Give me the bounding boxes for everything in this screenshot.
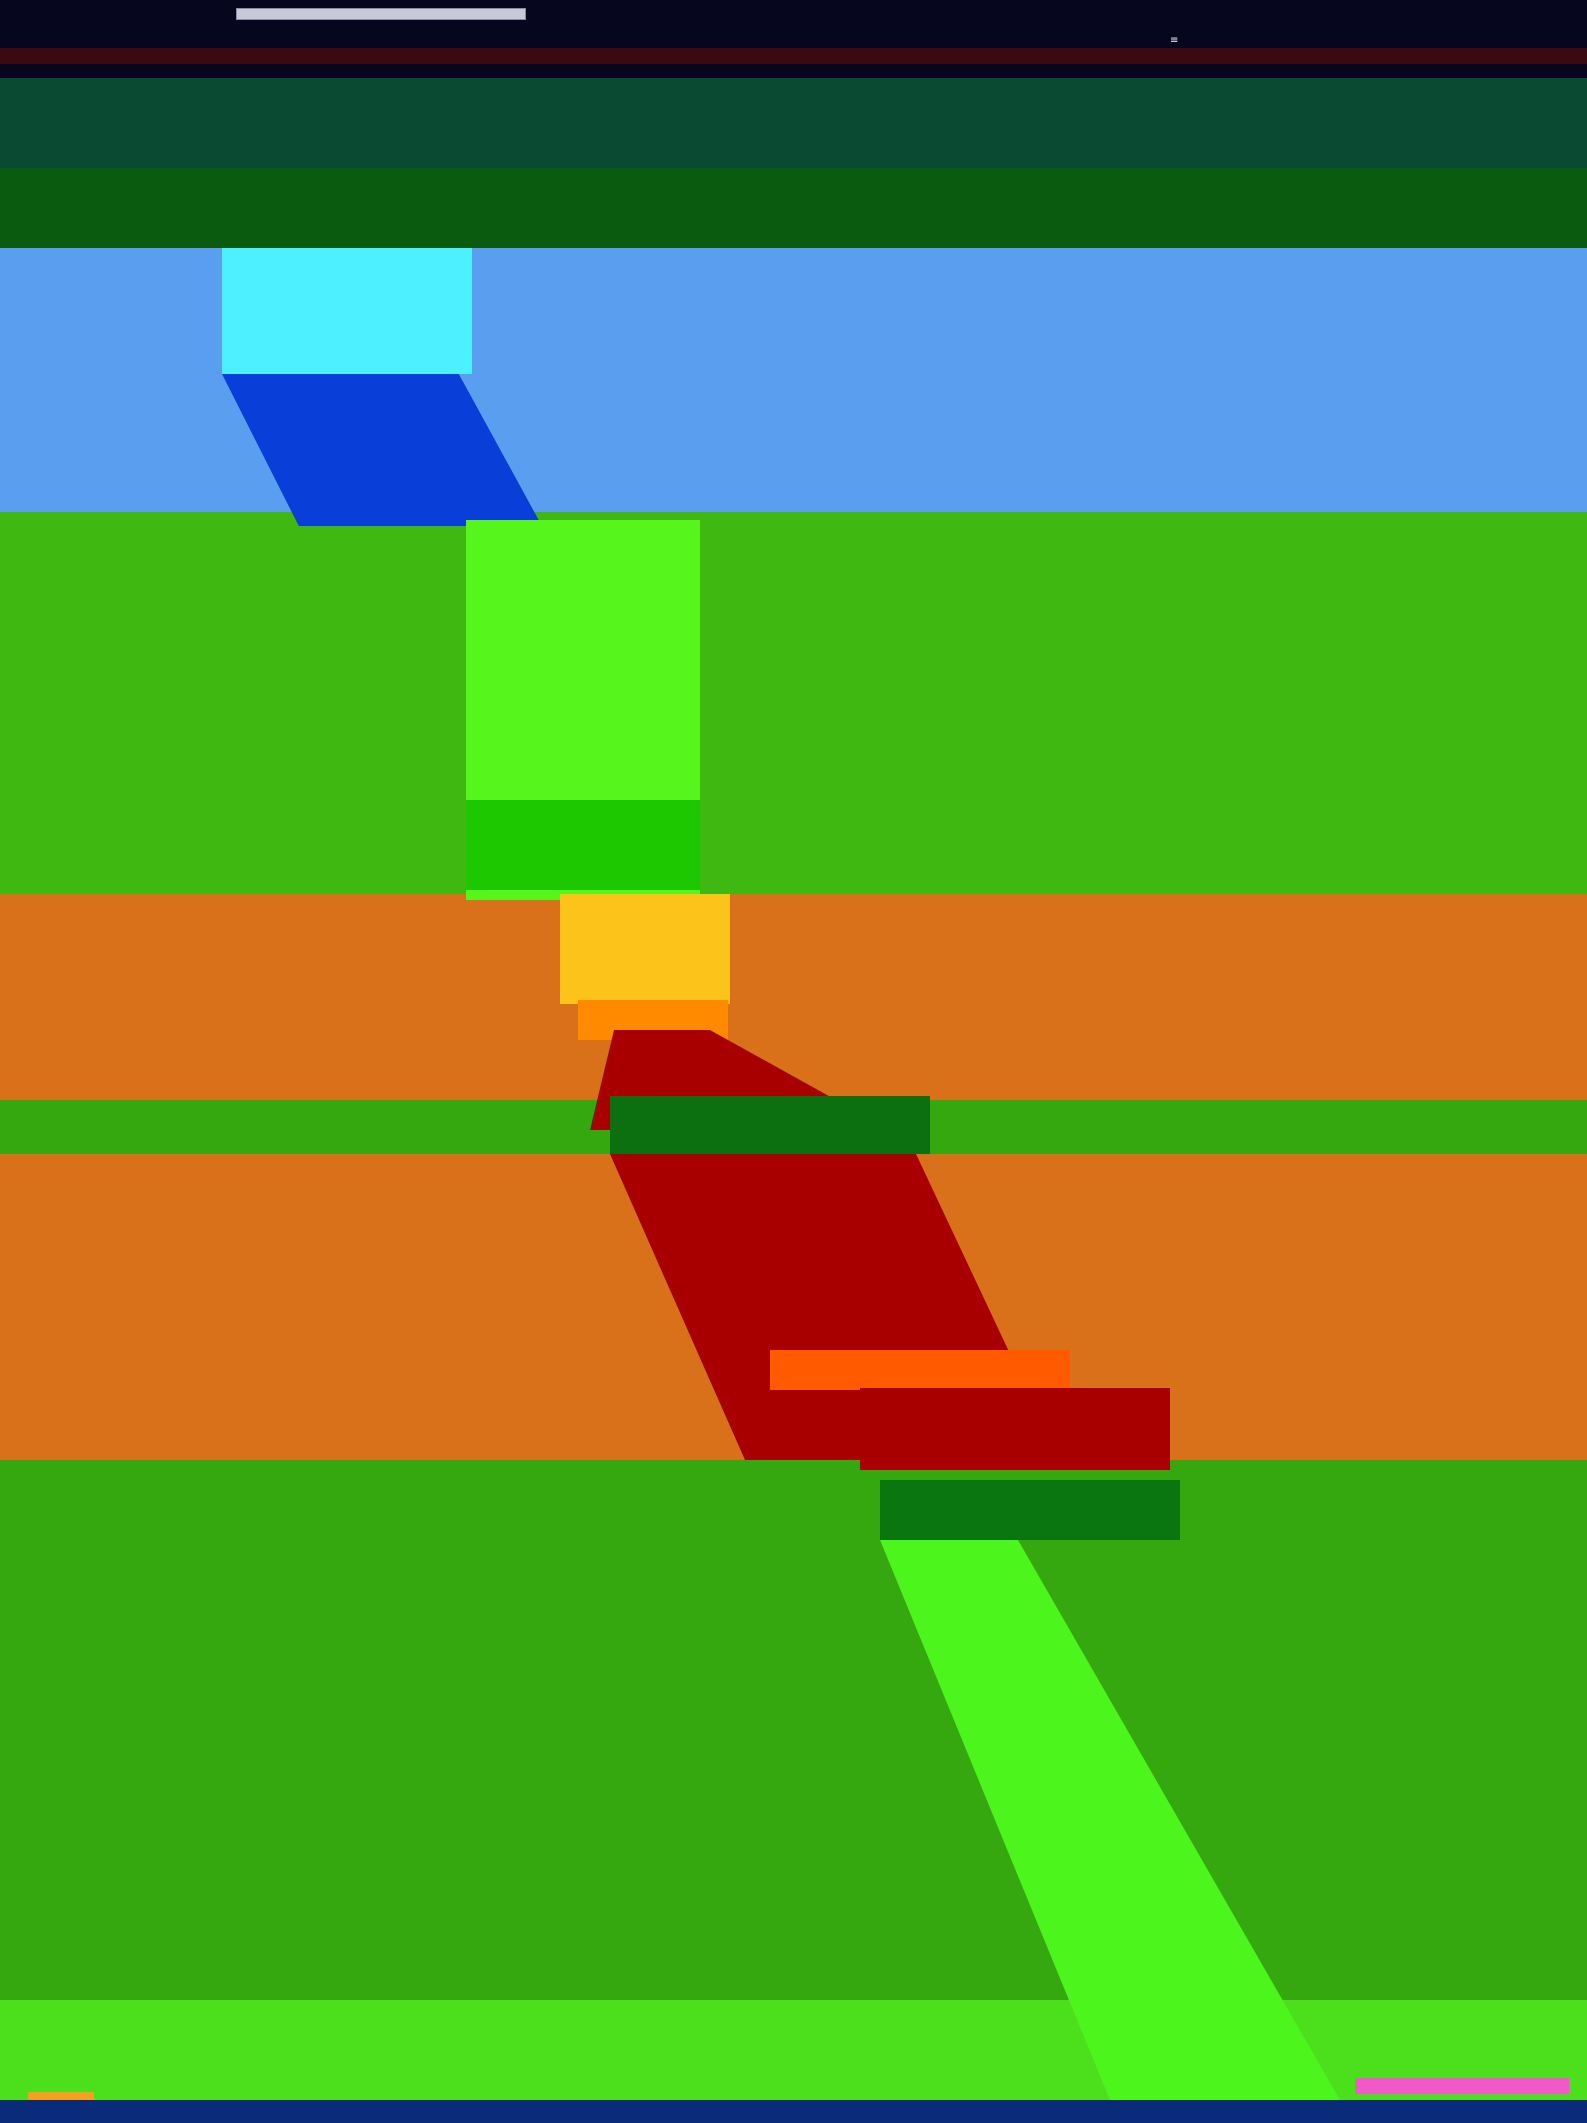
status-bar	[0, 2100, 1587, 2123]
corner-marker	[28, 2092, 94, 2102]
address-bar[interactable]	[236, 8, 526, 20]
dark-grass-crossing	[610, 1096, 930, 1154]
lower-grass-band	[0, 1460, 1587, 2000]
menu-icon[interactable]: ≡	[1170, 35, 1179, 46]
title-bar-separator	[0, 48, 1587, 64]
dark-grass-lower-crossing	[880, 1480, 1180, 1540]
upper-grass-band	[0, 512, 1587, 894]
grass-path-shadow	[466, 800, 700, 890]
red-path-segment-lower	[860, 1388, 1170, 1470]
yellow-path-segment	[560, 894, 730, 1004]
status-marker	[1355, 2078, 1569, 2094]
dark-treeline-band	[0, 168, 1587, 248]
title-bar: ≡	[0, 0, 1587, 84]
orange-path-band	[770, 1350, 1070, 1390]
sky-highlight	[222, 248, 472, 374]
